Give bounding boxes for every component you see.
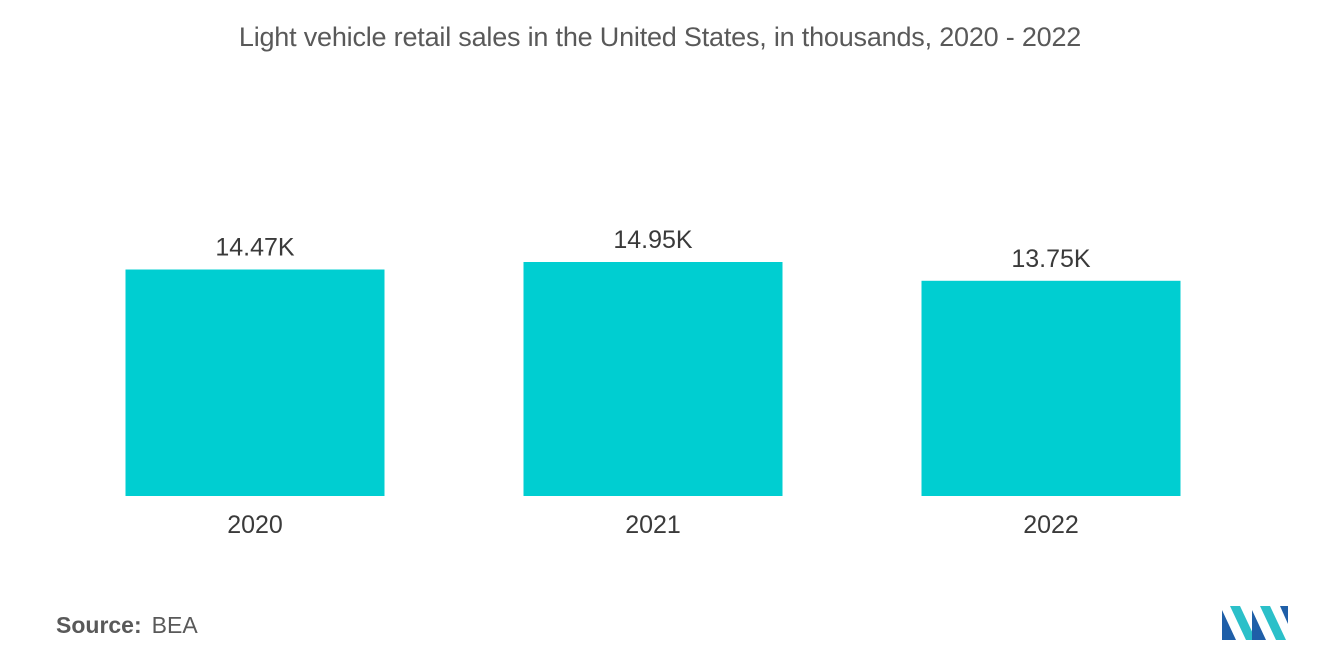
source-line: Source: BEA — [56, 612, 198, 639]
value-label-2021: 14.95K — [613, 226, 693, 254]
value-label-2020: 14.47K — [215, 234, 295, 262]
x-tick-label-2022: 2022 — [1023, 511, 1079, 539]
source-value: BEA — [151, 612, 198, 638]
x-tick-label-2021: 2021 — [625, 511, 681, 539]
x-tick-label-2020: 2020 — [227, 511, 283, 539]
value-label-2022: 13.75K — [1011, 245, 1091, 273]
bar-2021 — [523, 262, 783, 496]
source-label: Source: — [56, 612, 142, 638]
mordor-intelligence-logo-icon — [1222, 606, 1288, 640]
chart-title: Light vehicle retail sales in the United… — [238, 22, 1082, 52]
bar-2022 — [921, 280, 1181, 496]
bar-2020 — [125, 269, 385, 496]
